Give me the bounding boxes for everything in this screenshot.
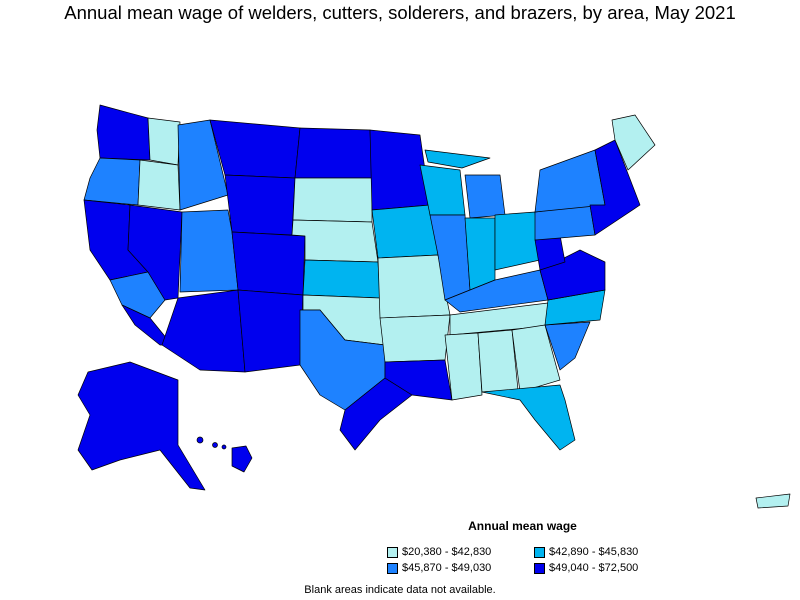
legend-label-1: $20,380 - $42,830 (402, 546, 492, 558)
region-arizona (161, 289, 246, 373)
region-michigan-lower (464, 174, 506, 219)
region-alaska (77, 361, 206, 491)
region-puerto-rico (755, 493, 791, 509)
region-california-central (109, 271, 166, 319)
region-florida (481, 384, 576, 451)
region-georgia (511, 324, 561, 393)
region-south-dakota (292, 177, 373, 223)
legend-swatch-1 (387, 546, 398, 558)
legend-title: Annual mean wage (468, 519, 577, 533)
region-hawaii-island-2 (212, 442, 218, 448)
region-montana (209, 119, 301, 179)
region-michigan-upper (424, 149, 491, 169)
legend-label-4: $49,040 - $72,500 (549, 562, 639, 574)
legend-label-2: $42,890 - $45,830 (549, 546, 639, 558)
region-oregon-west (83, 157, 141, 206)
legend-swatch-3 (387, 562, 398, 574)
legend-item-2: $42,890 - $45,830 (534, 546, 638, 558)
region-ohio (494, 211, 541, 271)
region-oregon-east (137, 159, 181, 211)
region-washington-west (96, 104, 151, 161)
region-new-york (534, 149, 606, 213)
region-indiana (464, 217, 496, 291)
region-mississippi (444, 332, 483, 401)
region-nebraska (291, 219, 379, 263)
legend-label-3: $45,870 - $49,030 (402, 562, 492, 574)
region-iowa (371, 204, 439, 259)
region-colorado (231, 231, 306, 296)
page-title: Annual mean wage of welders, cutters, so… (64, 2, 736, 23)
region-north-dakota (294, 127, 373, 179)
region-washington-east (147, 117, 181, 166)
legend-swatch-2 (534, 546, 545, 558)
region-alabama (477, 329, 519, 393)
region-hawaii-island-3 (221, 444, 227, 450)
legend-swatch-4 (534, 562, 545, 574)
region-louisiana (384, 359, 453, 401)
legend-item-1: $20,380 - $42,830 (387, 546, 491, 558)
legend-item-4: $49,040 - $72,500 (534, 562, 638, 574)
legend-item-3: $45,870 - $49,030 (387, 562, 491, 574)
region-wyoming (224, 174, 296, 236)
region-hawaii (231, 445, 253, 473)
region-hawaii-island-1 (196, 436, 204, 444)
region-south-carolina (544, 321, 591, 371)
region-maine (611, 114, 656, 171)
region-arkansas (379, 314, 451, 363)
footnote: Blank areas indicate data not available. (304, 584, 496, 596)
region-kansas (302, 259, 381, 299)
region-utah (179, 209, 239, 293)
region-new-mexico (237, 289, 304, 373)
